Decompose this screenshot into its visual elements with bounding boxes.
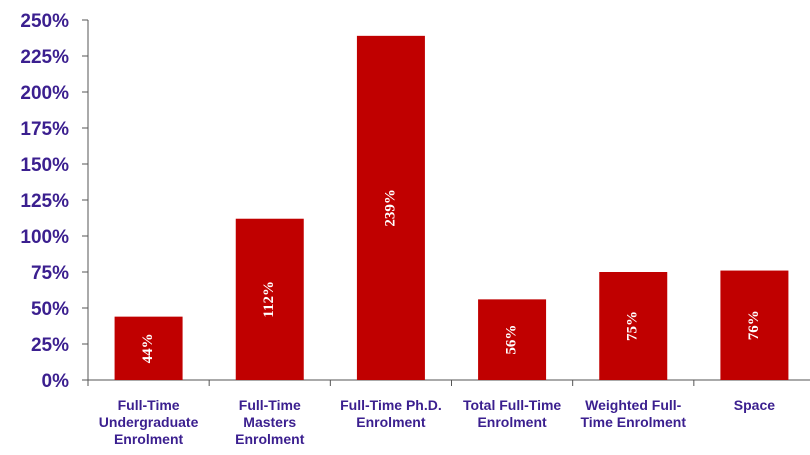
bar <box>356 35 425 381</box>
y-tick-label: 0% <box>42 371 70 392</box>
x-category-label: Enrolment <box>235 431 305 447</box>
y-tick-label: 50% <box>31 299 69 320</box>
x-category-label: Enrolment <box>477 414 547 430</box>
x-category-label: Total Full-Time <box>463 397 561 413</box>
x-category-label: Full-Time Ph.D. <box>340 397 442 413</box>
data-label: 75% <box>625 311 641 341</box>
data-label: 76% <box>746 310 762 340</box>
x-category-label: Enrolment <box>356 414 426 430</box>
bar <box>478 299 547 380</box>
y-tick-label: 225% <box>20 47 69 68</box>
data-label: 239% <box>382 189 398 227</box>
plot-area: 0% 25% 50% 75% 100% 125% 150% 175% 200% 225% 250% 4… <box>20 11 810 447</box>
bar <box>599 272 668 380</box>
y-tick-label: 250% <box>20 11 69 32</box>
bar <box>235 218 304 380</box>
x-category-label: Full-Time <box>118 397 180 413</box>
x-category-label: Undergraduate <box>99 414 199 430</box>
x-category-label: Time Enrolment <box>580 414 686 430</box>
y-tick-label: 175% <box>20 119 69 140</box>
data-label: 56% <box>504 325 520 355</box>
x-category-label: Full-Time <box>239 397 301 413</box>
y-tick-label: 125% <box>20 191 69 212</box>
y-tick-label: 150% <box>20 155 69 176</box>
x-category-label: Enrolment <box>114 431 184 447</box>
y-tick-label: 200% <box>20 83 69 104</box>
bar <box>114 316 183 380</box>
y-tick-label: 25% <box>31 335 69 356</box>
y-tick-label: 100% <box>20 227 69 248</box>
data-label: 112% <box>261 281 277 318</box>
x-category-label: Space <box>734 397 775 413</box>
x-category-label: Masters <box>243 414 296 430</box>
x-category-label: Weighted Full- <box>585 397 682 413</box>
bar <box>720 270 789 380</box>
data-label: 44% <box>140 333 156 363</box>
y-tick-label: 75% <box>31 263 69 284</box>
